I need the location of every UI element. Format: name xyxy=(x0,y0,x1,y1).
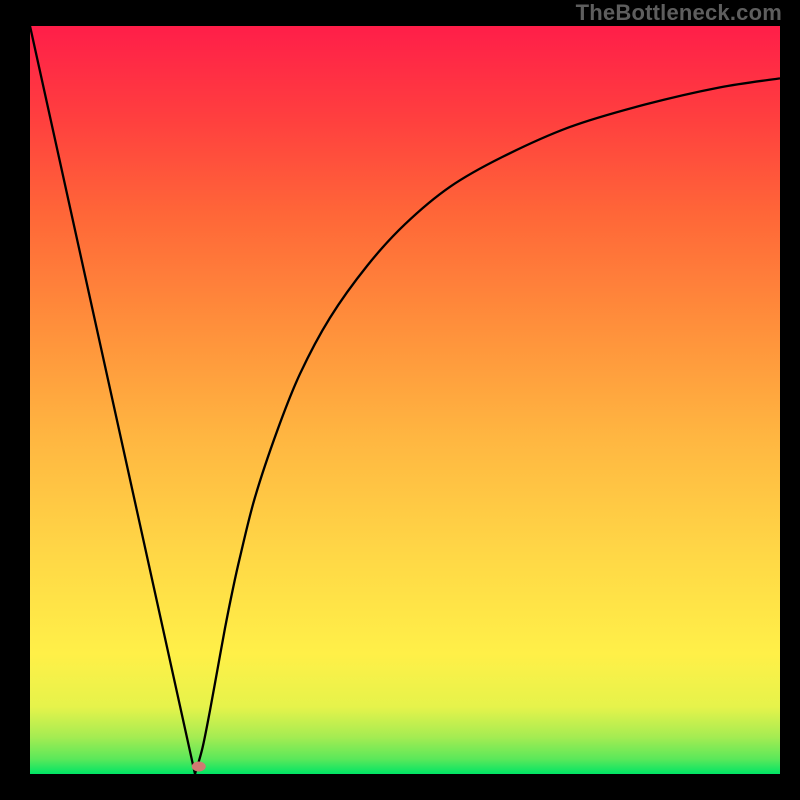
operating-point-marker xyxy=(192,762,206,772)
plot-background xyxy=(30,26,780,774)
bottleneck-chart xyxy=(0,0,800,800)
watermark-label: TheBottleneck.com xyxy=(576,0,782,26)
chart-frame: TheBottleneck.com xyxy=(0,0,800,800)
